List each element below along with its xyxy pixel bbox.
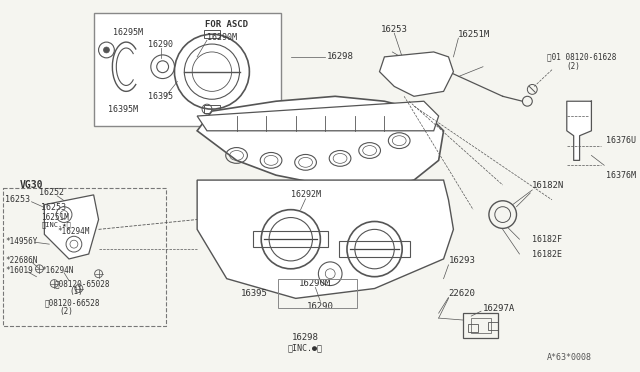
Text: 16395M: 16395M [108,105,138,113]
Text: 16251M: 16251M [42,213,69,222]
Text: ⒲08120-66528: ⒲08120-66528 [44,299,100,308]
Text: *14956Y: *14956Y [5,237,37,246]
Text: 16298: 16298 [292,333,319,342]
Text: 16293: 16293 [449,256,476,265]
Circle shape [104,47,109,53]
Text: FOR ASCD: FOR ASCD [205,20,248,29]
FancyBboxPatch shape [0,3,631,369]
Text: 16182E: 16182E [532,250,563,259]
Text: 16252: 16252 [40,188,65,198]
Text: 16376M: 16376M [606,171,636,180]
Text: 16395: 16395 [241,289,268,298]
Text: 16298: 16298 [327,52,354,61]
Text: (2): (2) [59,307,73,316]
Bar [204,30,220,38]
Bar [339,241,410,257]
Text: 16376U: 16376U [606,136,636,145]
Text: 16290: 16290 [307,302,334,311]
Text: 16182N: 16182N [532,180,564,189]
Polygon shape [197,180,453,298]
Text: 16395: 16395 [148,92,173,101]
Bar [471,318,491,333]
Text: 16253: 16253 [381,25,408,34]
Polygon shape [197,101,438,131]
Polygon shape [380,52,453,96]
Text: ⒲08120-65028: ⒲08120-65028 [54,279,109,288]
Text: 16253: 16253 [42,203,67,212]
Bar [468,324,478,332]
Text: (1): (1) [69,287,83,296]
Text: 「INC.●」: 「INC.●」 [288,343,323,352]
Bar [93,13,281,126]
Text: 16292M: 16292M [291,190,321,199]
Text: Ⓑ01 08120-61628: Ⓑ01 08120-61628 [547,52,616,61]
Bar [204,105,220,113]
Text: (2): (2) [567,62,580,71]
Bar [253,231,328,247]
Text: 16290: 16290 [148,39,173,49]
Text: 16297A: 16297A [483,304,515,313]
Bar [488,322,498,330]
Polygon shape [44,195,99,259]
Text: VG30: VG30 [20,180,44,190]
Text: *22686N: *22686N [5,256,37,265]
Text: 16290M: 16290M [300,279,332,288]
Bar [278,279,357,308]
Bar [3,188,166,326]
Text: 16182F: 16182F [532,235,563,244]
Text: *16294M: *16294M [57,227,90,236]
Polygon shape [567,101,591,160]
Bar [463,313,498,338]
Text: 16253: 16253 [5,195,30,204]
Text: A*63*0008: A*63*0008 [547,353,591,362]
Text: 22620: 22620 [449,289,476,298]
Text: 《INC.★》: 《INC.★》 [42,221,71,228]
Text: 16251M: 16251M [458,30,491,39]
Text: *16294N: *16294N [42,266,74,275]
Text: 16290M: 16290M [207,33,237,42]
Text: 16295M: 16295M [113,28,143,37]
PathPatch shape [197,96,444,190]
Text: *16019: *16019 [5,266,33,275]
